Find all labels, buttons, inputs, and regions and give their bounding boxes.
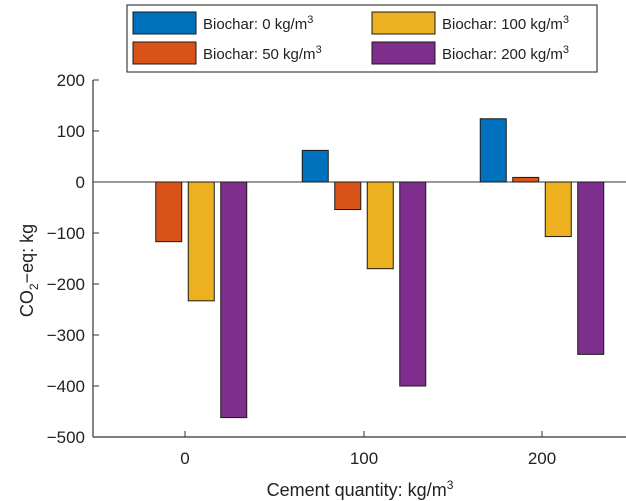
y-axis-label: CO2−eq: kg xyxy=(17,224,41,317)
y-tick-label: 200 xyxy=(57,71,85,90)
legend-label-2: Biochar: 50 kg/m3 xyxy=(203,44,322,63)
bar-4-100 xyxy=(399,181,427,387)
bar-3-0 xyxy=(187,181,215,302)
legend-label-3: Biochar: 100 kg/m3 xyxy=(442,14,569,33)
y-tick-label: 0 xyxy=(76,173,85,192)
legend-swatch-4 xyxy=(371,41,436,65)
x-tick-label: 100 xyxy=(350,449,378,468)
bar-2-0 xyxy=(155,181,183,243)
legend-label-1: Biochar: 0 kg/m3 xyxy=(203,14,313,33)
bar-3-100 xyxy=(366,181,394,270)
chart-bars xyxy=(155,118,605,419)
bar-1-200 xyxy=(479,118,507,183)
x-tick-label: 0 xyxy=(180,449,189,468)
y-tick-label: −400 xyxy=(47,377,85,396)
legend-label-4: Biochar: 200 kg/m3 xyxy=(442,44,569,63)
x-axis-label: Cement quantity: kg/m3 xyxy=(267,478,454,500)
bar-2-200 xyxy=(512,176,540,183)
chart-axes: 200 100 0 −100 −200 −300 −400 −500 0 100 200 Cement… xyxy=(17,71,626,500)
bar-4-0 xyxy=(220,181,248,419)
y-tick-label: −100 xyxy=(47,224,85,243)
y-tick-label: −500 xyxy=(47,428,85,447)
bar-2-100 xyxy=(334,181,362,211)
y-tick-label: −200 xyxy=(47,275,85,294)
bar-3-200 xyxy=(544,181,572,238)
x-tick-label: 200 xyxy=(528,449,556,468)
legend-box xyxy=(126,4,598,73)
chart-legend: Biochar: 0 kg/m3 Biochar: 50 kg/m3 Biochar… xyxy=(126,4,598,73)
y-tick-label: 100 xyxy=(57,122,85,141)
y-tick-label: −300 xyxy=(47,326,85,345)
legend-swatch-1 xyxy=(132,11,197,35)
bar-4-200 xyxy=(577,181,605,355)
bar-1-100 xyxy=(301,149,329,183)
legend-swatch-2 xyxy=(132,41,197,65)
legend-swatch-3 xyxy=(371,11,436,35)
